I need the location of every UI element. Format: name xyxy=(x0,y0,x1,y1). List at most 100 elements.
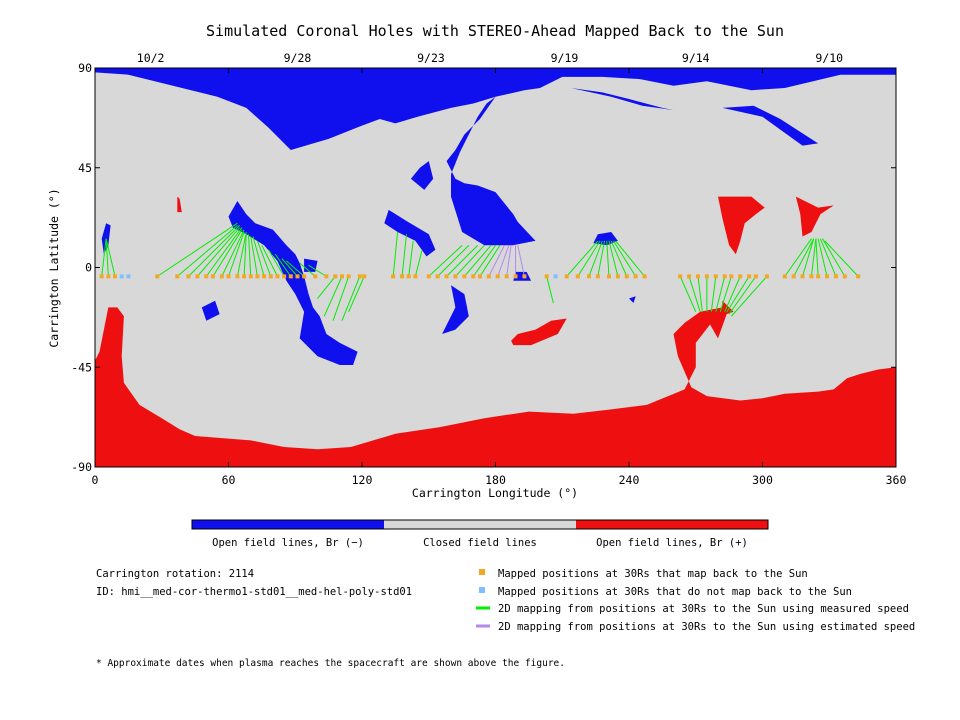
mapped-position-point xyxy=(268,274,273,279)
unmapped-position-point xyxy=(553,274,558,279)
measured-speed-mapping-line xyxy=(726,276,750,313)
mapped-position-point xyxy=(800,274,805,279)
measured-speed-mapping-line xyxy=(177,225,238,277)
open-negative-region xyxy=(722,105,819,146)
mapped-position-point xyxy=(295,274,300,279)
x-tick-label: 120 xyxy=(352,473,373,487)
measured-speed-mapping-line xyxy=(597,240,606,277)
mapped-position-point xyxy=(486,274,491,279)
measured-speed-mapping-line xyxy=(317,276,336,299)
mapped-position-point xyxy=(504,274,509,279)
open-positive-region xyxy=(718,196,765,255)
open-positive-region xyxy=(795,196,834,237)
measured-speed-mapping-line xyxy=(428,244,463,277)
legend-mapped-label: Mapped positions at 30Rs that map back t… xyxy=(498,568,808,580)
mapped-position-point xyxy=(713,274,718,279)
legend: Mapped positions at 30Rs that map back t… xyxy=(476,568,915,633)
mapped-position-point xyxy=(155,274,160,279)
mapped-position-point xyxy=(764,274,769,279)
y-axis-label: Carrington Latitude (°) xyxy=(47,188,61,347)
measured-speed-mapping-line xyxy=(784,238,812,277)
y-tick-label: 0 xyxy=(85,261,92,275)
legend-measured-label: 2D mapping from positions at 30Rs to the… xyxy=(498,603,909,615)
open-negative-region xyxy=(571,88,674,111)
x-axis-ticks: 0 60 120 180 240 300 360 xyxy=(92,68,906,487)
mapped-position-point xyxy=(816,274,821,279)
open-negative-region xyxy=(629,296,636,303)
y-tick-label: 90 xyxy=(78,61,92,75)
mapped-position-point xyxy=(495,274,500,279)
mapped-position-point xyxy=(695,274,700,279)
legend-unmapped-marker xyxy=(479,587,485,593)
mapped-position-point xyxy=(99,274,104,279)
measured-speed-mapping-line xyxy=(610,240,628,277)
measured-speed-mapping-line xyxy=(250,236,258,277)
mapped-position-point xyxy=(575,274,580,279)
mapped-position-point xyxy=(833,274,838,279)
measured-speed-mapping-line xyxy=(236,231,247,277)
mapped-position-point xyxy=(324,274,329,279)
open-negative-region xyxy=(464,187,487,217)
mapped-position-point xyxy=(513,274,518,279)
mapped-position-point xyxy=(477,274,482,279)
measured-speed-mapping-line xyxy=(588,240,603,277)
mapped-position-point xyxy=(186,274,191,279)
mapped-position-point xyxy=(226,274,231,279)
mapped-position-point xyxy=(753,274,758,279)
measured-speed-mapping-line xyxy=(252,236,265,277)
mapped-position-point xyxy=(747,274,752,279)
y-tick-label: 45 xyxy=(78,161,92,175)
mapped-position-point xyxy=(106,274,111,279)
mapped-position-point xyxy=(782,274,787,279)
mapped-position-point xyxy=(210,274,215,279)
mapped-position-point xyxy=(606,274,611,279)
chart-title: Simulated Coronal Holes with STEREO-Ahea… xyxy=(206,22,784,40)
measured-speed-mapping-line xyxy=(810,238,817,277)
mapped-position-point xyxy=(825,274,830,279)
mapped-position-point xyxy=(471,274,476,279)
measured-speed-mapping-line xyxy=(697,276,703,312)
estimated-speed-mapping-line xyxy=(506,245,512,277)
mapped-position-point xyxy=(357,274,362,279)
measured-speed-mapping-line xyxy=(268,249,285,277)
measured-speed-mapping-line xyxy=(688,276,701,312)
mapped-position-point xyxy=(406,274,411,279)
mapped-position-point xyxy=(262,274,267,279)
top-date-label: 9/23 xyxy=(417,51,445,65)
open-positive-region xyxy=(95,307,896,467)
measured-speed-mapping-line xyxy=(546,276,554,304)
rotation-info: Carrington rotation: 2114 xyxy=(96,568,254,580)
mapped-position-point xyxy=(248,274,253,279)
measured-speed-mapping-line xyxy=(105,238,116,277)
measured-speed-mapping-line xyxy=(256,240,272,277)
mapped-position-point xyxy=(113,274,118,279)
id-info: ID: hmi__med-cor-thermo1-std01__med-hel-… xyxy=(96,586,412,598)
mapped-position-point xyxy=(282,274,287,279)
mapped-position-point xyxy=(586,274,591,279)
x-tick-label: 60 xyxy=(222,473,236,487)
legend-unmapped-label: Mapped positions at 30Rs that do not map… xyxy=(498,586,852,598)
open-negative-region xyxy=(410,161,434,190)
mapped-position-point xyxy=(242,274,247,279)
x-tick-label: 240 xyxy=(619,473,640,487)
measured-speed-mapping-line xyxy=(472,245,496,277)
measured-speed-mapping-line xyxy=(819,238,837,277)
mapped-position-point xyxy=(302,274,307,279)
measured-speed-mapping-line xyxy=(274,253,292,277)
mapped-position-point xyxy=(195,274,200,279)
mapped-position-point xyxy=(333,274,338,279)
measured-speed-mapping-line xyxy=(446,244,479,277)
colorbar: Open field lines, Br (−) Closed field li… xyxy=(191,519,769,549)
mapped-position-point xyxy=(729,274,734,279)
measured-speed-mapping-line xyxy=(105,238,109,277)
measured-speed-mapping-line xyxy=(299,262,316,277)
mapped-position-point xyxy=(633,274,638,279)
measured-speed-mapping-line xyxy=(286,260,305,277)
measured-speed-mapping-line xyxy=(479,245,501,277)
open-negative-region xyxy=(442,285,469,334)
open-positive-region xyxy=(709,307,730,339)
measured-speed-mapping-line xyxy=(228,231,245,277)
measured-speed-mapping-line xyxy=(188,225,240,277)
x-tick-label: 300 xyxy=(752,473,773,487)
